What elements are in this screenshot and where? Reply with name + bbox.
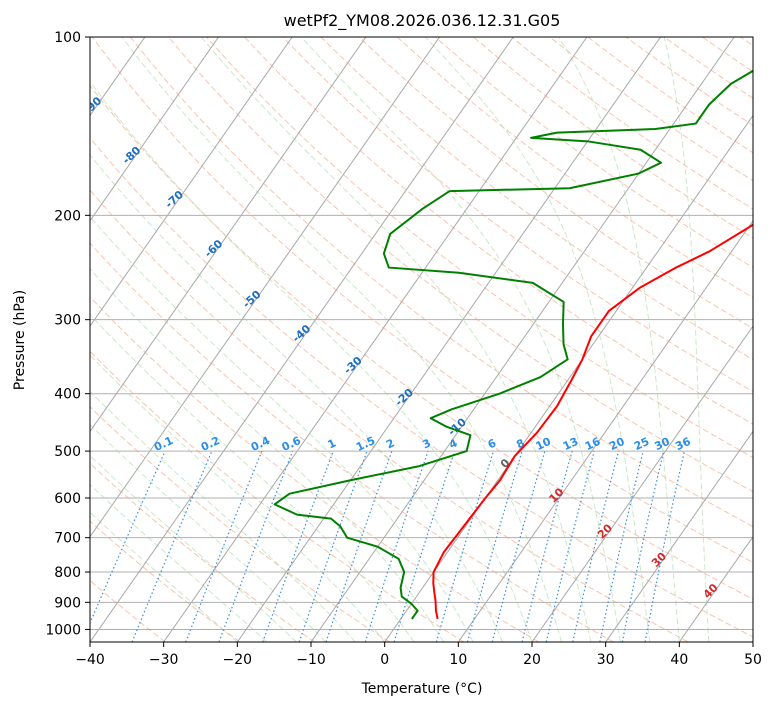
isotherm-line — [531, 325, 753, 642]
mixing-ratio-line — [599, 450, 644, 642]
x-tick-label: −10 — [296, 652, 326, 668]
y-axis-title: Pressure (hPa) — [12, 290, 28, 390]
moist-adiabat-line — [200, 37, 592, 642]
x-tick-label: 20 — [523, 652, 541, 668]
dewpoint-profile-line — [273, 69, 753, 620]
y-tick-label: 500 — [54, 444, 81, 460]
isotherm-line — [310, 37, 735, 642]
mixing-ratio-label: 10 — [534, 435, 554, 453]
moist-adiabat-line — [90, 80, 533, 642]
isotherm-line — [90, 37, 514, 642]
x-tick-label: 10 — [449, 652, 467, 668]
temperature-profile-line — [432, 223, 753, 620]
chart-title: wetPf2_YM08.2026.036.12.31.G05 — [284, 11, 561, 31]
x-tick-label: 30 — [597, 652, 615, 668]
moist-adiabat-line — [90, 154, 503, 642]
x-tick-label: 50 — [744, 652, 762, 668]
isotherms — [90, 37, 753, 642]
x-tick-label: −40 — [75, 652, 105, 668]
moist-adiabat-line — [90, 390, 356, 642]
isotherm-line — [163, 37, 588, 642]
y-tick-label: 800 — [54, 565, 81, 581]
mixing-ratio-label: 16 — [583, 435, 603, 453]
mixing-ratio-line — [90, 450, 166, 625]
dry-adiabat-line — [358, 37, 753, 329]
profile-series — [273, 69, 753, 620]
mixing-ratio-lines — [90, 450, 686, 642]
isotherm-line — [605, 430, 753, 642]
moist-adiabat-line — [90, 483, 268, 642]
dry-adiabat-line — [90, 462, 315, 642]
dry-adiabat-line — [320, 37, 753, 361]
y-tick-label: 600 — [54, 491, 81, 507]
mixing-ratio-label: 20 — [607, 435, 627, 453]
dry-adiabat-line — [90, 406, 390, 642]
dry-adiabat-line — [90, 84, 753, 600]
dry-adiabat-line — [168, 37, 753, 493]
dry-adiabat-line — [396, 37, 753, 299]
isotherm-line — [236, 37, 661, 642]
dry-adiabat-line — [90, 350, 465, 642]
y-tick-label: 900 — [54, 595, 81, 611]
dry-adiabat-line — [129, 37, 753, 528]
mixing-ratio-line — [325, 450, 393, 642]
dry-adiabat-line — [90, 579, 166, 642]
isotherm-line — [678, 535, 753, 642]
isotherm-line — [90, 37, 440, 538]
x-tick-label: −30 — [149, 652, 179, 668]
y-tick-label: 1000 — [45, 622, 81, 638]
moist-adiabat-line — [90, 511, 238, 642]
y-tick-label: 400 — [54, 387, 81, 403]
mixing-ratio-label: 30 — [653, 435, 673, 453]
moist-adiabat-line — [90, 354, 386, 642]
mixing-ratio-line — [393, 450, 456, 642]
dry-adiabat-line — [90, 189, 689, 642]
mixing-ratio-label: 13 — [561, 435, 580, 453]
x-tick-label: 40 — [670, 652, 688, 668]
moist-adiabat-line — [424, 37, 651, 642]
mixing-ratio-line — [572, 450, 620, 642]
y-tick-label: 200 — [54, 208, 81, 224]
isotherm-line — [457, 219, 753, 642]
moist-adiabat-line — [121, 37, 562, 642]
isotherm-line — [90, 37, 219, 222]
mixing-ratio-line — [364, 450, 429, 642]
moist-adiabat-line — [663, 37, 710, 642]
mixing-ratio-label: 36 — [673, 435, 693, 453]
axes: −40 −30 −20 −10 0 10 20 30 40 50 100 200 300 400 500 60… — [45, 30, 762, 668]
mixing-ratio-line — [185, 450, 263, 642]
mixing-ratio-line — [262, 450, 334, 642]
mixing-ratio-line — [298, 450, 368, 642]
y-tick-label: 100 — [54, 30, 81, 46]
isotherm-line — [90, 37, 293, 327]
mixing-ratio-line — [545, 450, 595, 642]
x-tick-label: −20 — [223, 652, 253, 668]
isotherm-line — [384, 114, 753, 642]
moist-adiabat-line — [558, 37, 680, 642]
mixing-ratio-line — [491, 450, 546, 642]
mixing-ratio-line — [521, 450, 573, 642]
x-axis-title: Temperature (°C) — [361, 681, 483, 697]
dry-adiabat-line — [90, 296, 540, 642]
mixing-ratio-label: 25 — [632, 435, 651, 453]
plot-area: 0.10.20.40.611.52346810131620253036-100-… — [90, 37, 753, 642]
pressure-gridlines — [90, 37, 753, 630]
mixing-ratio-line — [218, 450, 294, 642]
plot-frame — [89, 36, 754, 643]
x-tick-label: 0 — [380, 652, 389, 668]
y-tick-label: 700 — [54, 531, 81, 547]
mixing-ratio-line — [435, 450, 495, 642]
mixing-ratio-line — [131, 450, 213, 642]
y-tick-label: 300 — [54, 313, 81, 329]
isotherm-line — [90, 37, 367, 433]
dry-adiabat-line — [90, 242, 614, 642]
moist-adiabat-line — [90, 215, 474, 642]
moist-adiabat-line — [90, 424, 327, 642]
mixing-ratio-line — [466, 450, 523, 642]
